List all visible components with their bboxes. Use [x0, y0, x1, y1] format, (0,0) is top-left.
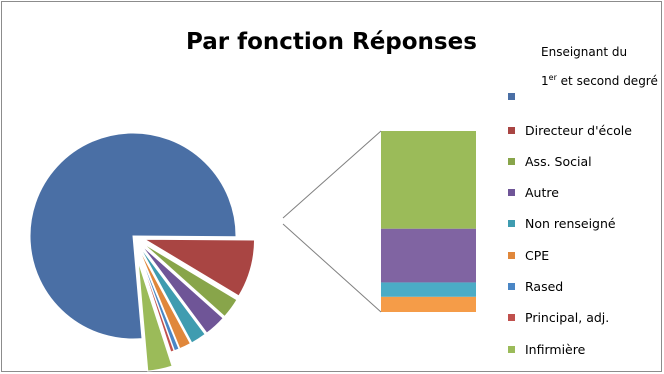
- legend-item: Rased: [508, 277, 658, 297]
- legend-item: Autre: [508, 183, 658, 203]
- legend-label: Autre: [525, 185, 559, 201]
- legend-label: Principal, adj.: [525, 310, 610, 326]
- pie-slice-autre: [140, 244, 224, 334]
- legend-swatch: [508, 126, 515, 134]
- chart-title: Par fonction Réponses: [186, 29, 477, 55]
- legend-item: Principal, adj.: [508, 308, 658, 328]
- pie-slice-principal-adj-: [136, 247, 175, 353]
- legend-item: Ass. Social: [508, 151, 658, 171]
- bar-segment-cpe: [381, 296, 476, 312]
- legend-label-suffix: et second degré: [556, 74, 658, 88]
- legend-swatch-enseignant: [508, 93, 515, 100]
- legend-swatch: [508, 189, 515, 197]
- legend-item: Infirmière: [508, 339, 658, 359]
- legend-swatch: [508, 345, 515, 353]
- bar-segment-infirmi-re: [381, 131, 476, 229]
- legend-label-prefix: Enseignant du: [541, 45, 628, 59]
- legend-swatch: [508, 251, 515, 259]
- legend-label-sup-base: 1: [541, 74, 549, 88]
- legend-label-enseignant: Enseignant du 1er et second degré: [541, 40, 661, 94]
- legend-label: CPE: [525, 247, 550, 263]
- pie-slice-non-renseign-: [139, 245, 206, 344]
- legend-label: Directeur d'école: [525, 122, 632, 138]
- legend-item: Directeur d'école: [508, 120, 658, 140]
- legend-swatch: [508, 283, 515, 290]
- pie-slice-ass-social: [142, 242, 238, 318]
- legend-label: Infirmière: [525, 341, 586, 357]
- legend-label: Non renseigné: [525, 216, 616, 232]
- legend-label-sup: er: [548, 73, 557, 82]
- legend-item: Non renseigné: [508, 214, 658, 234]
- pie-slice-directeur-d-cole: [142, 238, 256, 297]
- legend-swatch: [508, 220, 515, 228]
- legend-swatch: [508, 314, 515, 322]
- legend-swatch: [508, 157, 515, 165]
- pie-slice-cpe: [137, 246, 192, 350]
- connector-line-1: [282, 223, 382, 313]
- legend-label: Ass. Social: [525, 153, 592, 169]
- pie-slice-enseignant-du-1er-et-second-degr-: [29, 132, 237, 340]
- connector-line-0: [282, 130, 382, 219]
- pie-slice-infirmi-re: [137, 261, 173, 372]
- bar-segment-autre: [381, 228, 476, 283]
- legend-item: CPE: [508, 245, 658, 265]
- legend-label: Rased: [525, 279, 564, 294]
- bar-segment-non-renseign-: [381, 282, 476, 297]
